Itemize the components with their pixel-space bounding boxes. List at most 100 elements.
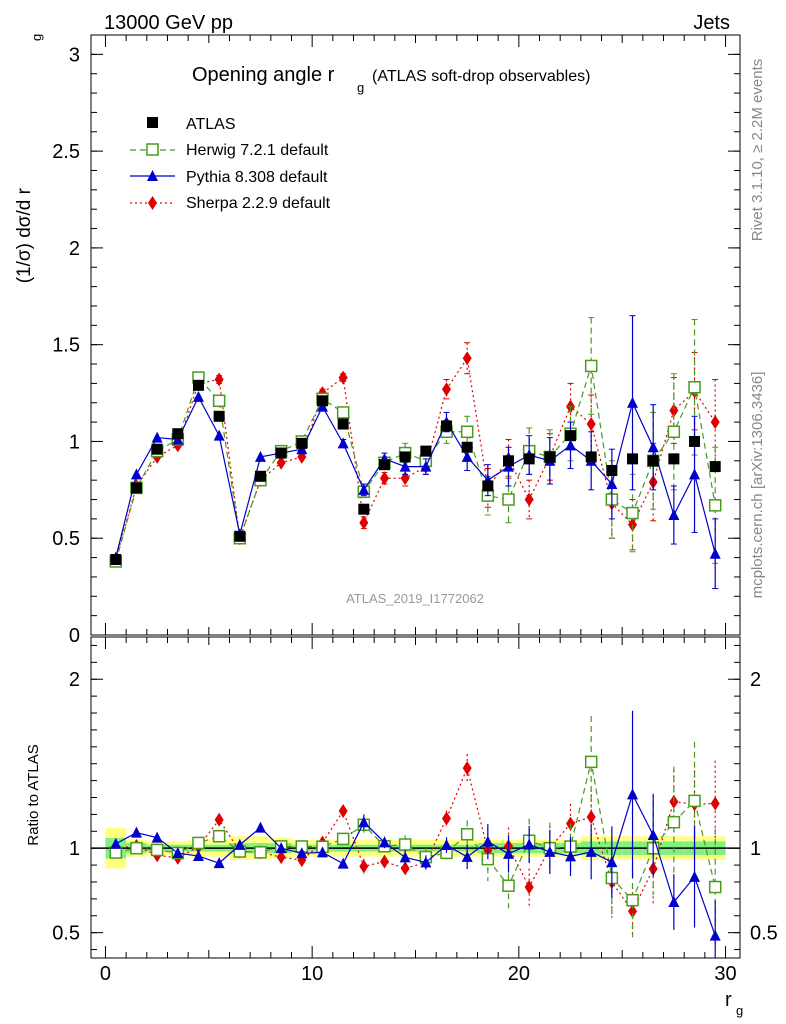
ratio-point-pythia <box>337 857 349 869</box>
point-herwig <box>460 425 474 439</box>
legend-marker-herwig <box>146 143 159 156</box>
point-herwig <box>212 394 226 408</box>
ratio-point-pythia <box>709 929 721 941</box>
ratio-point-pythia <box>192 850 204 862</box>
point-atlas <box>565 430 577 442</box>
point-sherpa <box>359 515 369 530</box>
main-ytick-label: 0.5 <box>52 528 80 550</box>
point-sherpa <box>586 417 596 432</box>
point-pythia <box>709 547 721 559</box>
main-ytick-label: 3 <box>69 44 80 66</box>
ratio-point-pythia <box>378 836 390 848</box>
ratio-point-sherpa <box>524 880 534 895</box>
ratio-point-pythia <box>358 816 370 828</box>
point-sherpa <box>338 370 348 385</box>
ratio-point-herwig <box>254 846 267 859</box>
point-atlas <box>254 470 266 482</box>
point-pythia <box>627 396 639 408</box>
ratio-point-pythia <box>461 850 473 862</box>
ratio-point-pythia <box>585 845 597 857</box>
point-atlas <box>172 428 184 440</box>
ratio-point-sherpa <box>586 809 596 824</box>
ratio-point-herwig <box>130 841 143 855</box>
point-atlas <box>627 453 639 465</box>
point-sherpa <box>710 415 720 430</box>
point-atlas <box>130 482 142 494</box>
ratio-point-herwig <box>150 843 164 857</box>
point-atlas <box>316 395 328 407</box>
main-ytick-label: 1.5 <box>52 335 80 357</box>
point-pythia <box>606 478 618 490</box>
point-atlas <box>296 437 308 449</box>
point-pythia <box>668 509 680 520</box>
ratio-point-pythia <box>627 788 639 800</box>
ratio-point-pythia <box>110 837 122 849</box>
legend: ATLAS Herwig 7.2.1 default Pythia 8.308 … <box>130 116 331 212</box>
ratio-point-pythia <box>399 851 411 863</box>
ratio-ytick-label-right: 1 <box>750 838 761 860</box>
ratio-point-herwig <box>584 755 598 769</box>
x-axis-label-subscript: g <box>736 1003 743 1018</box>
ratio-point-pythia <box>503 847 515 859</box>
ratio-line-pythia <box>115 792 716 936</box>
ratio-point-sherpa <box>379 854 389 869</box>
point-pythia <box>461 450 473 462</box>
point-pythia <box>337 437 349 449</box>
legend-label-sherpa: Sherpa 2.2.9 default <box>186 195 331 212</box>
chart-title-subscript: g <box>357 80 364 95</box>
point-atlas <box>275 447 287 459</box>
mcplots-side-label: mcplots.cern.ch [arXiv:1306.3436] <box>749 372 766 599</box>
point-atlas <box>151 443 163 455</box>
ratio-frame <box>90 636 741 959</box>
point-pythia <box>254 450 266 462</box>
point-atlas <box>399 451 411 463</box>
x-tick-label: 0 <box>100 963 111 985</box>
header-right: Jets <box>693 12 730 34</box>
point-herwig <box>626 506 639 520</box>
main-ytick-label: 0 <box>69 625 80 647</box>
point-herwig <box>336 406 350 419</box>
point-atlas <box>585 451 597 463</box>
ratio-point-herwig <box>460 828 474 841</box>
ratio-ytick-label: 1 <box>69 838 80 860</box>
series-line-pythia <box>115 395 716 558</box>
point-atlas <box>482 480 494 492</box>
ratio-point-pythia <box>420 856 432 868</box>
point-herwig <box>688 381 701 394</box>
ratio-point-pythia <box>647 829 659 841</box>
ratio-point-pythia <box>689 870 701 882</box>
point-sherpa <box>442 382 452 397</box>
point-pythia <box>192 390 204 402</box>
point-atlas <box>689 435 701 447</box>
ratio-ytick-label-right: 2 <box>750 669 761 691</box>
point-pythia <box>358 483 370 495</box>
ratio-point-herwig <box>626 893 639 907</box>
ratio-panel: 0.5 0.51 12 20 10 20 30 Ratio to ATLAS r g <box>25 636 778 1018</box>
main-ytick-label: 2.5 <box>52 141 80 163</box>
point-sherpa <box>276 455 286 470</box>
ratio-ytick-label: 0.5 <box>52 923 80 945</box>
ratio-point-sherpa <box>710 796 720 811</box>
point-atlas <box>503 455 515 467</box>
point-atlas <box>461 441 473 453</box>
chart-title: Opening angle r <box>192 64 335 86</box>
ratio-point-pythia <box>234 838 246 850</box>
x-tick-label: 20 <box>508 963 530 985</box>
ratio-point-sherpa <box>462 761 472 776</box>
point-atlas <box>234 530 246 542</box>
chart-title-suffix: (ATLAS soft-drop observables) <box>372 68 590 85</box>
main-ylabel-subscript: g <box>29 34 44 41</box>
point-atlas <box>647 455 659 467</box>
point-atlas <box>709 461 721 473</box>
series-line-sherpa <box>115 356 716 560</box>
main-ylabel: (1/σ) dσ/d r <box>14 187 35 283</box>
point-atlas <box>378 459 390 471</box>
x-tick-label: 10 <box>301 963 323 985</box>
point-sherpa <box>524 492 534 507</box>
analysis-watermark: ATLAS_2019_I1772062 <box>346 591 484 606</box>
point-herwig <box>708 499 722 512</box>
legend-marker-sherpa <box>148 196 157 210</box>
ratio-ytick-label: 2 <box>69 669 80 691</box>
series-line-herwig <box>115 365 716 562</box>
